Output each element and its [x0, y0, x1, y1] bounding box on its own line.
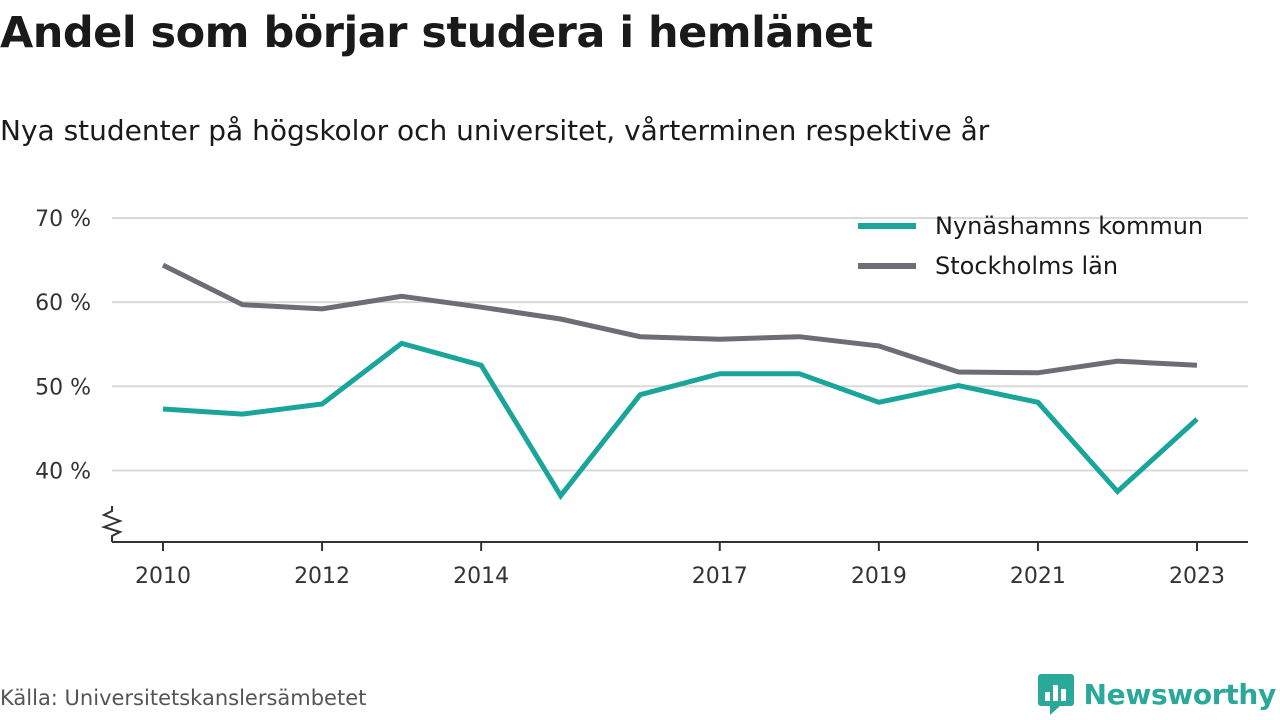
y-axis-ticks: 40 % 50 % 60 % 70 % — [35, 207, 91, 484]
y-tick-label: 40 % — [35, 459, 91, 484]
y-tick-label: 50 % — [35, 375, 91, 400]
x-tick-label: 2017 — [692, 564, 748, 589]
brand-name: Newsworthy — [1083, 677, 1277, 711]
series-line-stockholms-l-n — [161, 262, 1198, 376]
x-tick-label: 2010 — [135, 564, 191, 589]
legend: Nynäshamns kommun Stockholms län — [858, 212, 1203, 280]
newsworthy-logo-icon — [1037, 674, 1074, 715]
series-line-nyn-shamns-kommun — [162, 340, 1199, 501]
chart-subtitle: Nya studenter på högskolor och universit… — [0, 114, 990, 147]
y-tick-label: 70 % — [35, 207, 91, 232]
source-note: Källa: Universitetskanslersämbetet — [0, 686, 367, 710]
brand-logo[interactable]: Newsworthy — [1036, 672, 1276, 716]
grid-lines — [112, 217, 1248, 472]
series-lines — [161, 262, 1199, 501]
y-axis-break — [100, 506, 123, 542]
x-axis — [100, 506, 1248, 543]
x-tick-label: 2021 — [1010, 564, 1066, 589]
legend-label: Stockholms län — [935, 252, 1118, 280]
legend-label: Nynäshamns kommun — [935, 212, 1203, 240]
y-tick-label: 60 % — [35, 291, 91, 316]
x-tick-label: 2012 — [294, 564, 350, 589]
x-tick-label: 2019 — [851, 564, 907, 589]
x-tick-label: 2023 — [1169, 564, 1225, 589]
x-tick-label: 2014 — [453, 564, 509, 589]
x-axis-ticks: 2010 2012 2014 2017 2019 2021 2023 — [135, 542, 1225, 589]
chart-title: Andel som börjar studera i hemlänet — [0, 8, 873, 58]
